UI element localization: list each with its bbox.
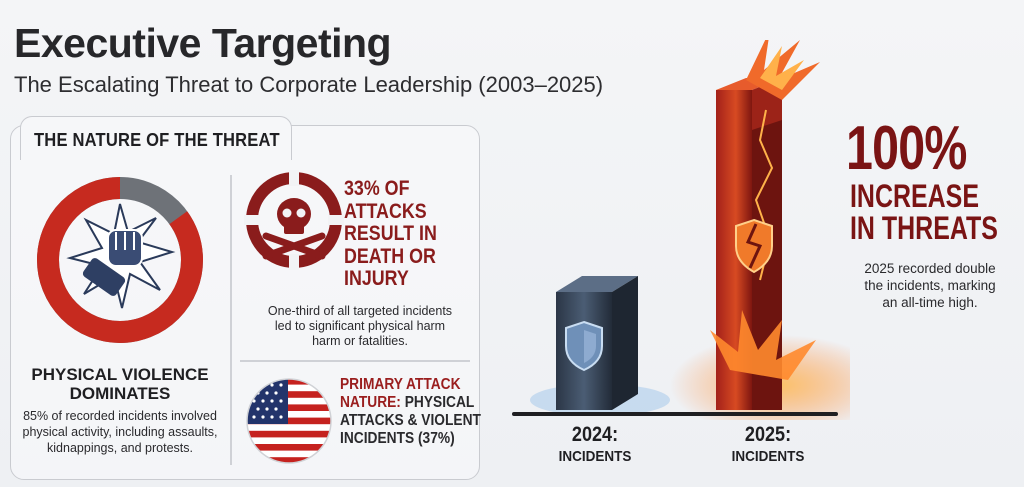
shield-icon bbox=[565, 320, 603, 372]
death-heading: 33% OF ATTACKS RESULT IN DEATH OR INJURY bbox=[344, 177, 437, 291]
donut-main-segment bbox=[37, 177, 203, 343]
death-description: One-third of all targeted incidents led … bbox=[248, 304, 472, 349]
death-body-line: One-third of all targeted incidents bbox=[267, 304, 453, 318]
threat-panel-tab bbox=[20, 116, 292, 160]
violence-donut-chart bbox=[37, 177, 203, 343]
bar-2025 bbox=[670, 40, 850, 420]
panel-divider-vertical bbox=[230, 175, 232, 465]
increase-body-line: 2025 recorded double bbox=[864, 261, 996, 276]
incidents-2024-label: INCIDENTS bbox=[558, 448, 632, 465]
death-body-line: led to significant physical harm bbox=[274, 319, 446, 333]
us-flag-icon bbox=[246, 378, 332, 464]
violence-body-line: 85% of recorded incidents involved bbox=[23, 409, 217, 423]
incidents-2025-label: INCIDENTS bbox=[731, 448, 805, 465]
primary-heading-line: PRIMARY ATTACK bbox=[340, 376, 461, 393]
incident-comparison-graphic bbox=[530, 40, 850, 420]
violence-heading: PHYSICAL VIOLENCE DOMINATES bbox=[20, 365, 220, 403]
year-2024-label: 2024: bbox=[571, 423, 619, 446]
panel-divider-horizontal bbox=[240, 360, 470, 362]
primary-heading-line: INCIDENTS (37%) bbox=[340, 430, 455, 447]
skull-crossbones-icon bbox=[244, 170, 344, 270]
primary-heading-line: ATTACKS & VIOLENT bbox=[340, 412, 481, 429]
year-2025-label: 2025: bbox=[744, 423, 792, 446]
violence-description: 85% of recorded incidents involved physi… bbox=[14, 408, 226, 456]
violence-body-line: physical activity, including assaults, bbox=[22, 425, 218, 439]
death-heading-line: 33% OF bbox=[344, 177, 410, 200]
page-title: Executive Targeting bbox=[14, 20, 392, 66]
increase-label-line: INCREASE bbox=[850, 178, 979, 214]
increase-percent: 100% bbox=[846, 114, 967, 183]
violence-body-line: kidnappings, and protests. bbox=[47, 441, 193, 455]
violence-heading-line: DOMINATES bbox=[69, 384, 171, 403]
death-heading-line: DEATH OR bbox=[344, 244, 436, 268]
primary-heading-accent: NATURE: bbox=[340, 394, 401, 411]
page-subtitle: The Escalating Threat to Corporate Leade… bbox=[14, 72, 604, 97]
primary-attack-heading: PRIMARY ATTACK NATURE: PHYSICAL ATTACKS … bbox=[340, 376, 481, 448]
death-heading-line: ATTACKS bbox=[344, 199, 427, 223]
increase-label-line: IN THREATS bbox=[850, 210, 998, 246]
death-heading-line: RESULT IN bbox=[344, 222, 437, 245]
bar-2024 bbox=[530, 276, 670, 416]
death-heading-line: INJURY bbox=[344, 267, 409, 290]
primary-heading-rest: PHYSICAL bbox=[400, 394, 475, 411]
increase-body-line: the incidents, marking bbox=[864, 278, 996, 293]
violence-heading-line: PHYSICAL VIOLENCE bbox=[31, 365, 209, 384]
increase-body-line: an all-time high. bbox=[882, 295, 978, 310]
cracked-shield-icon bbox=[735, 218, 773, 274]
increase-description: 2025 recorded double the incidents, mark… bbox=[850, 260, 1010, 311]
threat-panel-title: THE NATURE OF THE THREAT bbox=[34, 130, 280, 150]
increase-label: INCREASE IN THREATS bbox=[850, 180, 998, 244]
fist-icon bbox=[66, 203, 176, 309]
chart-baseline bbox=[512, 412, 838, 416]
death-body-line: harm or fatalities. bbox=[312, 334, 408, 348]
